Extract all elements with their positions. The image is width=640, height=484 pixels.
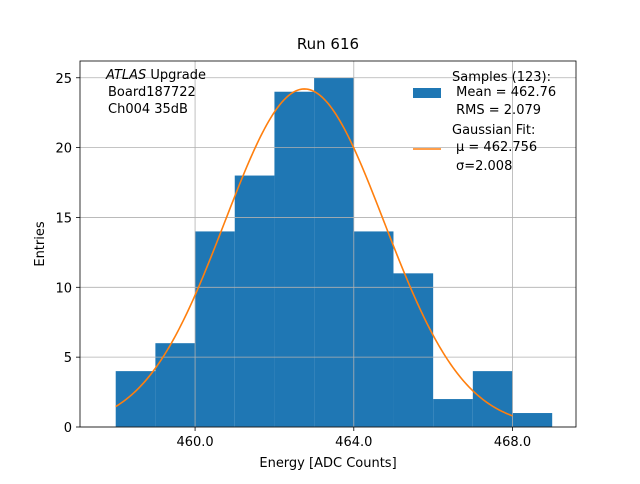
legend-fit-line-1: Gaussian Fit: — [452, 123, 535, 138]
histogram-bar-7 — [393, 273, 434, 427]
bars-layer — [115, 77, 553, 428]
y-tick-label-3: 15 — [55, 211, 72, 226]
histogram-bar-2 — [195, 231, 235, 427]
histogram-bar-10 — [512, 413, 553, 427]
y-tick-label-0: 0 — [64, 421, 72, 436]
chart-title: Run 616 — [297, 35, 359, 53]
legend-samples-line-2: Mean = 462.76 — [452, 85, 556, 100]
y-axis-label: Entries — [33, 221, 48, 267]
legend: Samples (123): Mean = 462.76 RMS = 2.079… — [413, 70, 556, 174]
histogram-bar-0 — [115, 371, 156, 427]
legend-samples-patch — [413, 88, 441, 98]
y-tick-label-4: 20 — [55, 142, 72, 157]
legend-fit-line-2: μ = 462.756 — [456, 140, 537, 155]
legend-samples-line-1: Samples (123): — [452, 70, 551, 85]
annotation-line-2: Board187722 — [108, 85, 196, 100]
histogram-bar-3 — [234, 175, 275, 427]
y-tick-label-2: 10 — [55, 281, 72, 296]
histogram-bar-5 — [314, 77, 354, 427]
legend-samples-line-3: RMS = 2.079 — [452, 103, 541, 118]
legend-fit-line-3: σ=2.008 — [456, 159, 512, 174]
histogram-bar-4 — [274, 91, 315, 428]
x-axis-label: Energy [ADC Counts] — [259, 456, 396, 471]
plot-frame — [79, 60, 577, 428]
annotation-line-1-rest: Upgrade — [146, 68, 206, 83]
annotation-italic-word: ATLAS — [105, 68, 146, 83]
y-tick-label-1: 5 — [64, 351, 72, 366]
y-tick-label-5: 25 — [55, 72, 72, 87]
x-tick-label-1: 464.0 — [335, 435, 372, 450]
ticks-layer: 460.0 464.0 468.0 0 5 10 15 20 25 — [55, 72, 531, 450]
gaussian-fit-curve — [115, 88, 513, 417]
x-tick-label-2: 468.0 — [494, 435, 531, 450]
histogram-bar-9 — [472, 371, 513, 427]
histogram-bar-8 — [433, 399, 473, 427]
annotation-line-1: ATLAS Upgrade — [105, 68, 206, 83]
x-tick-label-0: 460.0 — [176, 435, 213, 450]
histogram-bar-6 — [353, 231, 394, 427]
annotation-line-3: Ch004 35dB — [108, 102, 188, 117]
histogram-bar-1 — [155, 343, 196, 427]
atlas-annotation: ATLAS Upgrade Board187722 Ch004 35dB — [105, 68, 206, 117]
